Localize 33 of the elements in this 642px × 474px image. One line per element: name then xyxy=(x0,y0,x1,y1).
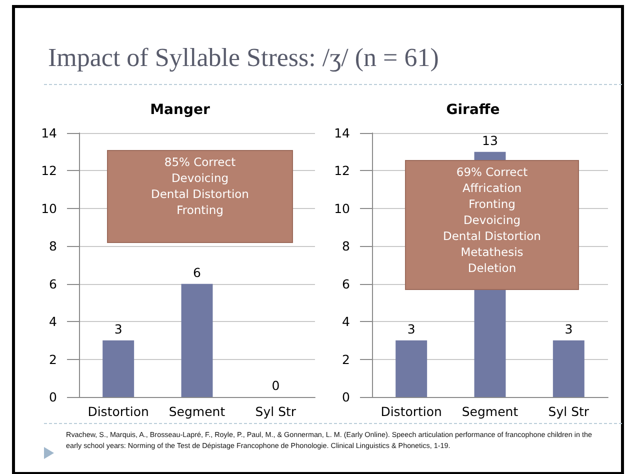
x-tick-label: Distortion xyxy=(88,404,149,419)
x-tick-label: Syl Str xyxy=(255,404,297,419)
y-tick-label: 10 xyxy=(334,200,350,216)
chart-title: Giraffe xyxy=(446,102,500,118)
y-tick-label: 0 xyxy=(49,390,58,404)
y-tick-label: 6 xyxy=(49,276,58,292)
data-label: 0 xyxy=(272,378,280,393)
data-label: 6 xyxy=(193,264,202,280)
x-tick-label: Syl Str xyxy=(548,404,590,419)
callout-box: 69% Correct Affrication Fronting Devoicing Dental Distortion Metathesis Deletion xyxy=(405,160,579,290)
y-tick-label: 2 xyxy=(342,352,350,367)
y-tick-label: 12 xyxy=(41,163,57,178)
x-tick-label: Distortion xyxy=(380,404,442,419)
y-tick-label: 2 xyxy=(49,352,57,367)
y-tick-label: 14 xyxy=(334,126,350,140)
y-tick-label: 4 xyxy=(342,314,350,330)
x-tick-label: Segment xyxy=(168,404,226,419)
data-label: 3 xyxy=(564,321,573,336)
data-label: 13 xyxy=(482,132,498,148)
data-label: 3 xyxy=(407,321,416,336)
y-tick-label: 8 xyxy=(342,238,350,254)
y-tick-label: 6 xyxy=(342,276,350,292)
y-tick-label: 14 xyxy=(41,126,58,140)
text: Impact of Syllable Stress: /ʒ/ (n = 61) xyxy=(48,43,439,73)
chart-title: Manger xyxy=(150,102,210,118)
y-tick-label: 10 xyxy=(41,200,58,216)
callout-box: 85% Correct Devoicing Dental Distortion Fronting xyxy=(107,150,293,243)
y-tick-label: 4 xyxy=(49,314,58,330)
y-tick-label: 12 xyxy=(334,163,350,178)
y-tick-label: 0 xyxy=(342,390,350,404)
y-tick-label: 8 xyxy=(49,238,58,254)
x-tick-label: Segment xyxy=(462,404,518,419)
data-label: 3 xyxy=(114,321,122,336)
